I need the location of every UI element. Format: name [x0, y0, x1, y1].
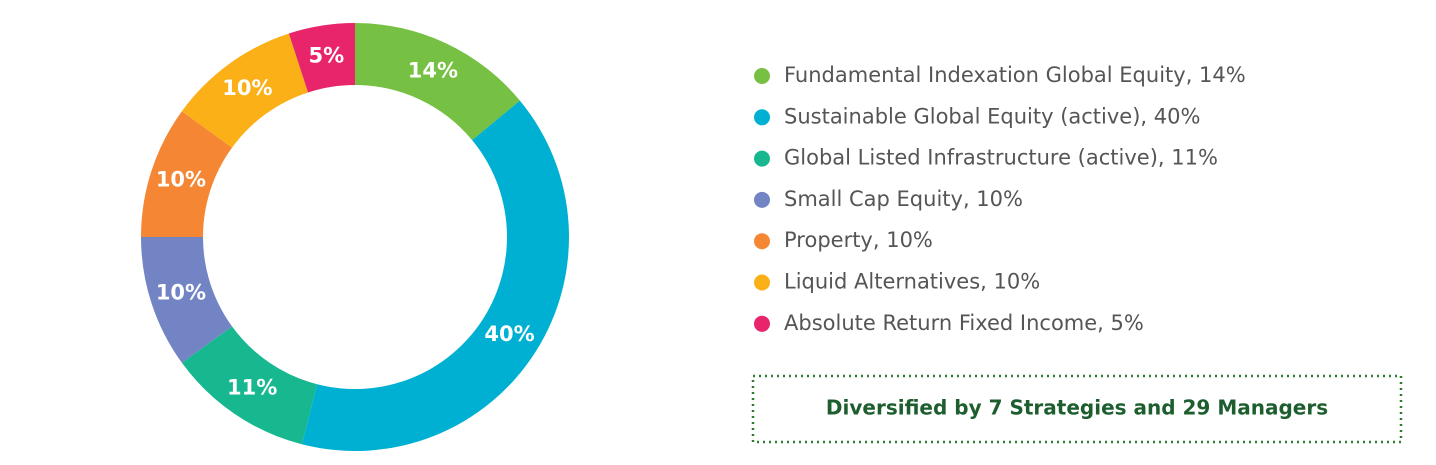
- legend-label: Fundamental Indexation Global Equity, 14…: [784, 63, 1246, 87]
- slice: [181, 326, 318, 445]
- note-box: [751, 374, 1403, 444]
- legend-marker: [754, 274, 770, 291]
- slice-label: 11%: [227, 375, 277, 399]
- slice: [355, 23, 520, 141]
- slice: [141, 111, 233, 237]
- slice: [141, 237, 233, 363]
- legend-marker: [754, 233, 770, 250]
- legend-marker: [754, 109, 770, 126]
- slice-label: 40%: [484, 322, 534, 346]
- slice-label: 10%: [156, 281, 206, 305]
- legend-label: Small Cap Equity, 10%: [784, 187, 1023, 211]
- legend-marker: [754, 191, 770, 208]
- slice-label: 10%: [156, 167, 206, 191]
- legend-label: Global Listed Infrastructure (active), 1…: [784, 146, 1218, 170]
- slice-label: 14%: [408, 58, 458, 82]
- legend-marker: [754, 68, 770, 84]
- legend-label: Absolute Return Fixed Income, 5%: [784, 311, 1144, 335]
- legend-marker: [754, 315, 770, 332]
- slice-label: 5%: [309, 43, 345, 67]
- note: Diversified by 7 Strategies and 29 Manag…: [826, 396, 1328, 420]
- legend-marker: [754, 150, 770, 167]
- legend-label: Property, 10%: [784, 228, 933, 252]
- legend-label: Liquid Alternatives, 10%: [784, 270, 1040, 294]
- slice: [181, 33, 309, 148]
- slice: [301, 100, 569, 452]
- slice-label: 10%: [222, 76, 272, 100]
- legend-label: Sustainable Global Equity (active), 40%: [784, 104, 1200, 128]
- slice: [288, 23, 355, 93]
